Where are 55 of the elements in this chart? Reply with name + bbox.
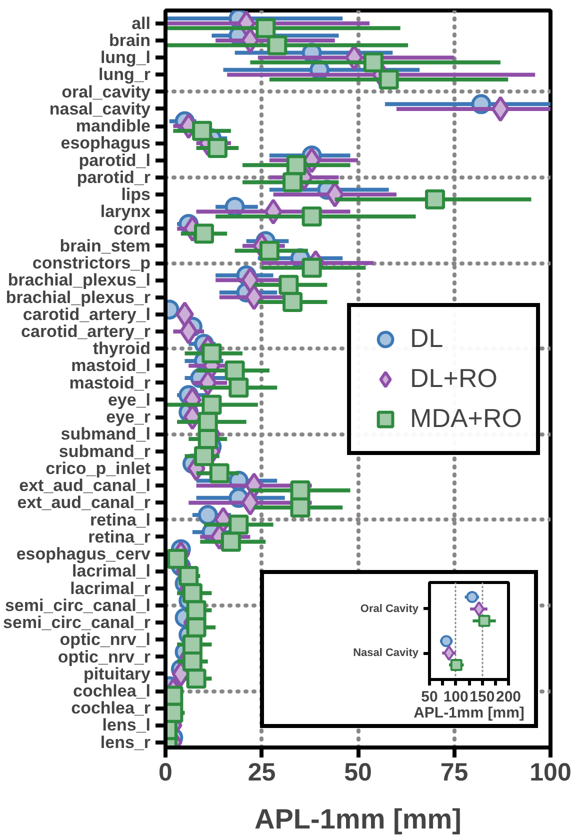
y-tick-label: parotid_l	[78, 150, 151, 170]
y-tick-label: esophagus	[60, 134, 151, 153]
x-tick-label: 150	[470, 688, 495, 706]
y-tick-label: cord	[114, 219, 151, 238]
y-tick-label: crico_p_inlet	[46, 458, 151, 478]
y-tick-label: lips	[121, 185, 151, 204]
y-tick-label: submand_l	[60, 424, 151, 444]
y-tick-label: ext_aud_canal_l	[19, 476, 151, 496]
x-tick-label: 75	[440, 758, 468, 786]
legend-label: DL+RO	[410, 362, 498, 395]
y-tick-label: optic_nrv_r	[58, 647, 151, 666]
y-tick-label: submand_r	[58, 442, 151, 461]
x-tick-label: 200	[496, 688, 522, 706]
y-tick-label: Oral Cavity	[360, 602, 420, 615]
y-tick-label: semi_circ_canal_l	[4, 596, 151, 615]
legend-label: MDA+RO	[410, 402, 522, 435]
y-tick-label: thyroid	[92, 339, 150, 358]
y-tick-label: eye_r	[106, 408, 151, 427]
y-tick-label: oral_cavity	[62, 82, 152, 102]
y-tick-label: brain_stem	[60, 236, 150, 256]
y-tick-label: pituitary	[83, 664, 152, 684]
y-tick-label: lacrimal_r	[70, 578, 151, 598]
y-tick-label: lens_l	[102, 716, 151, 735]
x-tick-label: 50	[344, 758, 372, 786]
legend-label: DL	[410, 322, 444, 355]
y-tick-label: semi_circ_canal_r	[3, 613, 151, 632]
y-tick-label: eye_l	[108, 390, 151, 410]
y-tick-label: esophagus_cerv	[16, 544, 152, 564]
y-tick-label: brachial_plexus_l	[8, 270, 151, 290]
y-tick-label: mandible	[76, 116, 150, 136]
y-tick-label: larynx	[100, 202, 152, 222]
y-tick-label: mastoid_r	[69, 373, 151, 392]
x-tick-label: 100	[443, 688, 468, 706]
x-tick-label: 0	[158, 758, 172, 786]
y-tick-label: constrictors_p	[32, 254, 151, 273]
x-axis-title: APL-1mm [mm]	[254, 804, 462, 834]
y-tick-label: cochlea_l	[73, 682, 151, 701]
y-tick-label: cochlea_r	[71, 698, 151, 718]
x-tick-label: 25	[248, 758, 276, 786]
y-tick-label: lung_r	[98, 65, 151, 84]
y-tick-label: retina_l	[90, 510, 151, 530]
x-tick-label: 100	[530, 758, 572, 786]
y-tick-label: lens_r	[100, 732, 151, 752]
y-tick-label: brain	[108, 30, 150, 50]
y-tick-label: ext_aud_canal_r	[17, 493, 151, 512]
y-tick-label: lacrimal_l	[72, 562, 151, 581]
y-tick-label: brachial_plexus_r	[6, 288, 151, 307]
y-tick-label: all	[132, 14, 151, 33]
y-tick-label: Nasal Cavity	[353, 647, 420, 660]
x-axis-title: APL-1mm [mm]	[414, 704, 524, 722]
y-tick-label: optic_nrv_l	[60, 630, 151, 650]
y-tick-label: retina_r	[88, 527, 151, 546]
x-tick-label: 50	[421, 688, 438, 706]
y-tick-label: mastoid_l	[71, 356, 151, 376]
y-tick-label: lung_l	[100, 48, 151, 68]
